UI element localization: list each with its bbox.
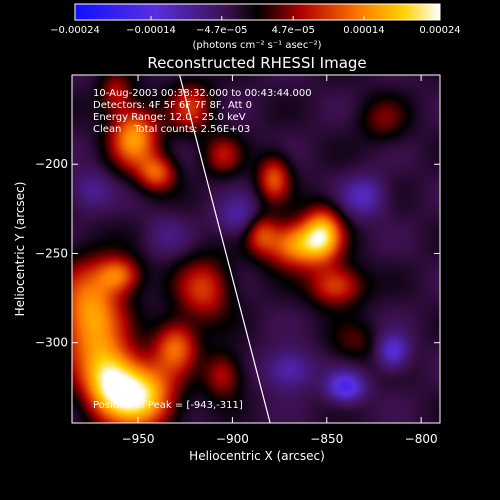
y-tick-label: −300 bbox=[35, 336, 68, 350]
colorbar-tick-label: −0.00024 bbox=[50, 25, 100, 36]
colorbar-tick-label: −0.00014 bbox=[126, 25, 176, 36]
peak-position-annotation: Position of Peak = [-943,-311] bbox=[93, 400, 243, 411]
axis-ticks: −950 −900 −850 −800 −200 −250 −300 bbox=[35, 75, 440, 446]
colorbar-tick-label: 0.00014 bbox=[343, 25, 384, 36]
time-range-annotation: 10-Aug-2003 00:38:32.000 to 00:43:44.000 bbox=[93, 88, 312, 99]
x-tick-label: −800 bbox=[405, 432, 438, 446]
y-axis-label: Heliocentric Y (arcsec) bbox=[13, 182, 27, 317]
colorbar-tick-label: −4.7e−05 bbox=[196, 25, 248, 36]
colorbar bbox=[74, 3, 441, 21]
colorbar-tick-label: 0.00024 bbox=[419, 25, 460, 36]
chart-title: Reconstructed RHESSI Image bbox=[147, 54, 366, 72]
solar-limb-line bbox=[178, 75, 271, 423]
x-tick-label: −900 bbox=[216, 432, 249, 446]
clean-annotation: Clean Total counts: 2.56E+03 bbox=[93, 124, 250, 135]
heatmap-image bbox=[72, 75, 440, 423]
x-axis-label: Heliocentric X (arcsec) bbox=[189, 449, 325, 463]
x-tick-label: −950 bbox=[122, 432, 155, 446]
y-tick-label: −200 bbox=[35, 157, 68, 171]
plot-frame bbox=[71, 74, 441, 424]
colorbar-ticks: −0.00024 −0.00014 −4.7e−05 4.7e−05 0.00014 0.… bbox=[50, 16, 461, 36]
energy-range-annotation: Energy Range: 12.0 - 25.0 keV bbox=[93, 112, 246, 123]
x-tick-label: −850 bbox=[310, 432, 343, 446]
y-tick-label: −250 bbox=[35, 246, 68, 260]
colorbar-tick-label: 4.7e−05 bbox=[272, 25, 315, 36]
detectors-annotation: Detectors: 4F 5F 6F 7F 8F, Att 0 bbox=[93, 100, 252, 111]
colorbar-units-label: (photons cm⁻² s⁻¹ asec⁻²) bbox=[192, 40, 321, 51]
